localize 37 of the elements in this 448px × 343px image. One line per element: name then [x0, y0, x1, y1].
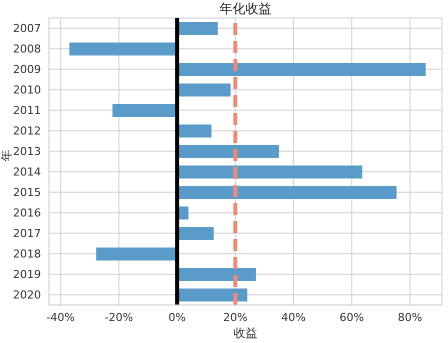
x-tick-label: 20%	[223, 310, 248, 324]
x-tick-label: 80%	[398, 310, 422, 324]
y-tick-label: 2020	[13, 288, 41, 302]
y-tick-label: 2008	[13, 42, 41, 56]
bar	[177, 186, 397, 199]
bar	[177, 22, 218, 35]
y-tick-label: 2015	[13, 186, 41, 200]
bar	[69, 42, 178, 56]
x-tick-label: -20%	[104, 310, 134, 324]
y-tick-label: 2018	[13, 248, 41, 261]
bar	[177, 288, 248, 302]
bar	[177, 268, 256, 281]
x-tick-label: -40%	[46, 310, 75, 324]
bar	[177, 84, 231, 96]
bar	[177, 63, 426, 76]
x-tick-label: 60%	[340, 310, 364, 324]
bar	[96, 248, 178, 260]
chart-title: 年化收益	[218, 1, 272, 18]
y-tick-label: 2014	[13, 166, 41, 179]
y-tick-label: 2012	[13, 124, 41, 138]
x-axis-title: 收益	[234, 326, 258, 340]
y-tick-label: 2007	[13, 22, 41, 36]
x-tick-label: 40%	[281, 310, 306, 324]
y-tick-label: 2009	[13, 63, 41, 76]
y-tick-label: 2010	[13, 84, 41, 97]
y-tick-label: 2011	[13, 104, 41, 118]
y-axis-title: 年	[0, 150, 14, 162]
y-tick-label: 2013	[13, 145, 41, 158]
x-tick-label: 0%	[168, 310, 186, 324]
y-tick-label: 2019	[13, 268, 41, 282]
bar	[177, 166, 362, 178]
bar	[177, 124, 212, 138]
bar	[177, 227, 214, 240]
bar	[177, 145, 279, 158]
bar	[112, 104, 178, 117]
y-tick-label: 2017	[13, 227, 41, 240]
y-tick-label: 2016	[13, 206, 41, 220]
